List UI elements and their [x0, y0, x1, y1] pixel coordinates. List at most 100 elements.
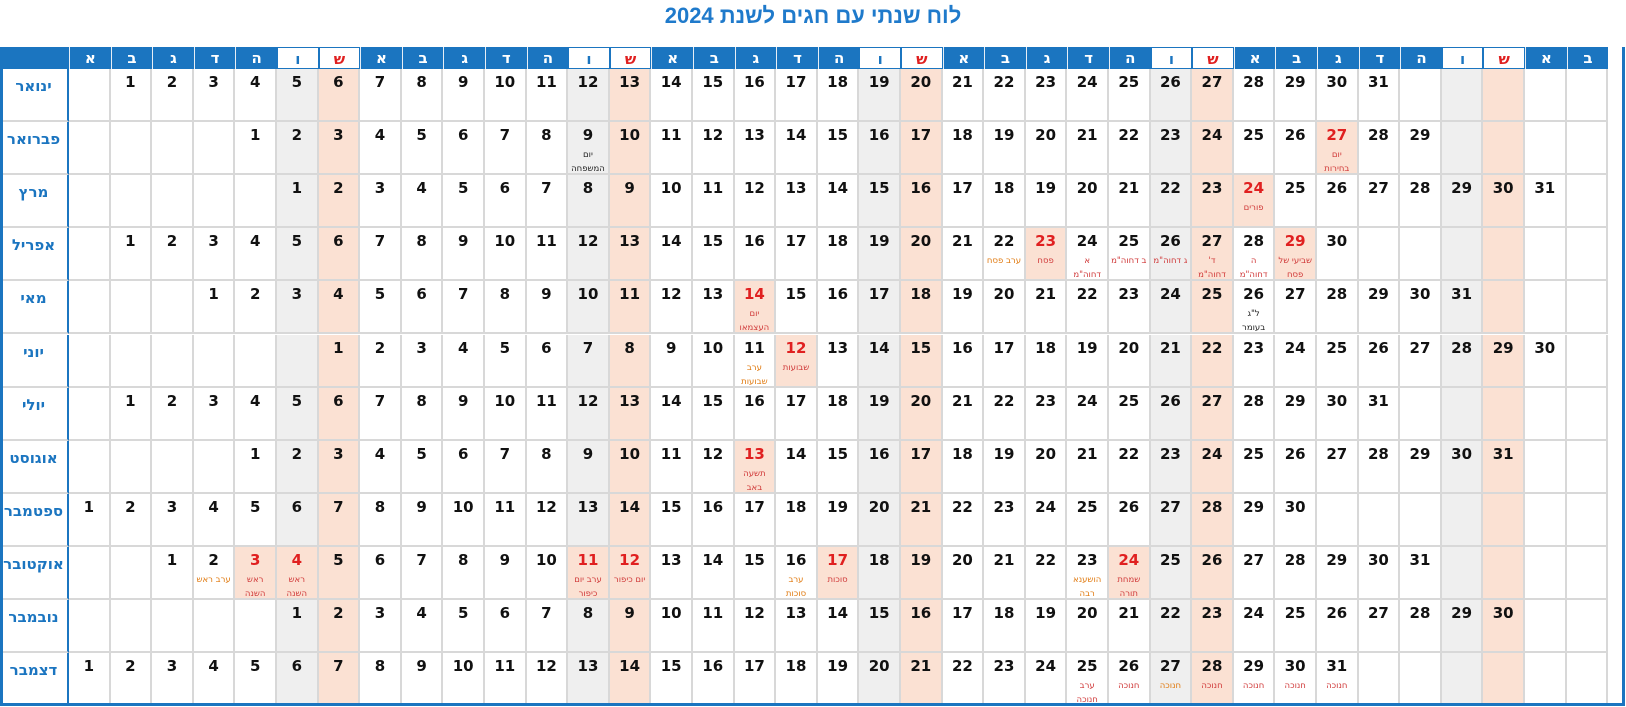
holiday-label: חנוכה [1201, 681, 1223, 692]
empty-cell [1441, 122, 1484, 176]
day-cell: 4 [235, 69, 277, 123]
day-number: 18 [785, 657, 807, 676]
day-cell: 28 [1400, 600, 1442, 654]
day-number: 31 [1451, 285, 1473, 304]
day-number: 8 [457, 550, 469, 569]
day-number: 17 [910, 126, 932, 145]
day-number: 18 [827, 391, 849, 410]
day-number: 23 [1159, 126, 1181, 145]
day-cell: 10 [568, 281, 610, 335]
day-number: 22 [993, 391, 1015, 410]
day-cell: 8 [568, 175, 610, 229]
day-number: 27 [1201, 232, 1223, 251]
day-number: 2 [208, 550, 219, 569]
month-name: יולי [0, 387, 69, 441]
day-number: 10 [452, 497, 474, 516]
day-cell: 30 [1317, 69, 1359, 123]
weekday-header: ב [984, 47, 1026, 69]
empty-cell [69, 440, 111, 494]
day-number: 1 [83, 497, 95, 516]
day-number: 21 [910, 657, 932, 676]
day-cell: 14 [693, 546, 735, 600]
day-cell: 11 [693, 175, 735, 229]
day-number: 1 [83, 657, 95, 676]
empty-cell [1483, 281, 1525, 335]
day-number: 15 [910, 338, 932, 357]
day-number: 7 [374, 73, 386, 91]
day-number: 28 [1201, 497, 1223, 516]
day-cell: 26 [1150, 387, 1193, 441]
day-number: 27 [1367, 179, 1389, 198]
day-cell: 28 [1400, 175, 1442, 229]
day-cell: 7 [568, 334, 610, 388]
weekday-header: ג [734, 47, 777, 69]
day-cell: 7 [485, 440, 527, 494]
day-cell: 29 [1233, 493, 1276, 547]
day-number: 11 [660, 126, 682, 145]
day-number: 25 [1118, 73, 1140, 91]
day-number: 25 [1118, 391, 1140, 410]
day-cell: 9 [443, 69, 485, 123]
day-cell: 7 [318, 493, 361, 547]
day-number: 19 [868, 391, 890, 410]
day-cell: 17 [901, 122, 943, 176]
day-cell: 20 [859, 493, 901, 547]
day-number: 2 [374, 338, 386, 357]
empty-cell [69, 281, 111, 335]
day-cell: 24 פורים [1233, 175, 1276, 229]
day-cell: 8 [443, 546, 485, 600]
day-number: 30 [1451, 444, 1473, 463]
day-cell: 25 ב דחוה"מ [1109, 228, 1151, 282]
day-cell: 1 [277, 175, 319, 229]
day-cell: 30 [1483, 175, 1525, 229]
weekday-header: ג [443, 47, 485, 69]
day-cell: 11 [526, 387, 569, 441]
empty-cell [152, 175, 194, 229]
day-number: 17 [785, 73, 807, 91]
day-cell: 6 [277, 493, 319, 547]
day-cell: 20 [942, 546, 985, 600]
day-number: 12 [535, 657, 557, 676]
day-number: 30 [1326, 391, 1348, 410]
day-cell: 5 [443, 600, 485, 654]
empty-cell [1525, 228, 1567, 282]
day-cell: 26 [1192, 546, 1234, 600]
day-number: 26 [1201, 550, 1223, 569]
day-cell: 8 [609, 334, 652, 388]
empty-cell [1400, 493, 1442, 547]
day-number: 6 [374, 550, 386, 569]
day-number: 4 [208, 657, 219, 676]
day-cell: 28 חנוכה [1192, 653, 1234, 707]
day-number: 26 [1159, 232, 1181, 251]
day-number: 13 [619, 391, 641, 410]
day-number: 22 [951, 497, 973, 516]
day-number: 8 [541, 444, 552, 463]
day-number: 14 [619, 657, 641, 676]
empty-cell [277, 334, 319, 388]
holiday-label: יום העצמאו [739, 309, 770, 334]
day-number: 15 [702, 232, 724, 251]
day-number: 9 [665, 338, 677, 357]
day-number: 16 [702, 657, 724, 676]
day-cell: 19 [859, 228, 901, 282]
empty-cell [1441, 546, 1484, 600]
day-number: 22 [993, 232, 1015, 251]
day-cell: 10 [651, 175, 693, 229]
day-cell: 5 [277, 387, 319, 441]
day-number: 26 [1118, 657, 1140, 676]
day-cell: 5 [277, 69, 319, 123]
day-cell: 24 [1025, 493, 1068, 547]
empty-cell [1566, 387, 1609, 441]
day-cell: 26 ג דחוה"מ [1150, 228, 1193, 282]
day-cell: 13 תשעה באב [734, 440, 777, 494]
day-number: 3 [208, 391, 219, 410]
day-number: 21 [1076, 444, 1098, 463]
day-cell: 13 [651, 546, 693, 600]
day-number: 5 [291, 73, 303, 91]
day-number: 10 [660, 179, 682, 198]
day-cell: 28 [1358, 122, 1401, 176]
holiday-label: חנוכה [1118, 681, 1140, 692]
day-cell: 14 [859, 334, 901, 388]
holiday-label: חנוכה [1159, 681, 1182, 692]
day-number: 11 [535, 391, 557, 410]
